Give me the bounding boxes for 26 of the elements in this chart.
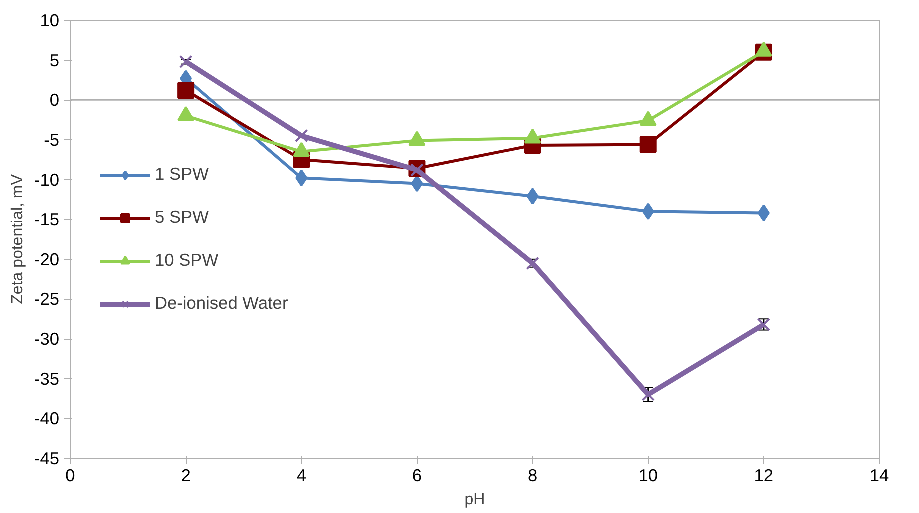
x-axis-title: pH xyxy=(464,492,486,508)
y-tick-label: -40 xyxy=(34,408,60,429)
y-tick-label: -30 xyxy=(34,329,60,350)
y-tick-label: -20 xyxy=(34,249,60,270)
x-tick-label: 4 xyxy=(296,466,307,486)
y-tick-label: 0 xyxy=(50,90,60,110)
x-tick-label: 12 xyxy=(754,466,774,486)
y-tick-label: 5 xyxy=(50,50,60,70)
legend-label: 10 SPW xyxy=(155,250,219,271)
x-tick-label: 10 xyxy=(638,466,658,486)
x-tick-label: 0 xyxy=(66,466,76,486)
x-tick-label: 2 xyxy=(181,466,191,486)
y-tick-label: -25 xyxy=(34,289,60,310)
x-tick-label: 6 xyxy=(412,466,422,486)
y-tick-label: -35 xyxy=(34,368,60,389)
legend-label: 1 SPW xyxy=(155,164,209,185)
y-tick-label: -45 xyxy=(34,448,60,468)
y-tick-label: 10 xyxy=(40,10,60,30)
x-tick-label: 8 xyxy=(528,466,538,486)
y-tick-label: -10 xyxy=(34,170,60,190)
y-axis-title: Zeta potential, mV xyxy=(9,174,26,304)
y-tick-label: -5 xyxy=(44,130,60,150)
x-tick-label: 14 xyxy=(870,466,890,486)
legend-label: 5 SPW xyxy=(155,207,209,228)
y-tick-label: -15 xyxy=(34,210,60,230)
legend-label: De-ionised Water xyxy=(155,293,288,314)
